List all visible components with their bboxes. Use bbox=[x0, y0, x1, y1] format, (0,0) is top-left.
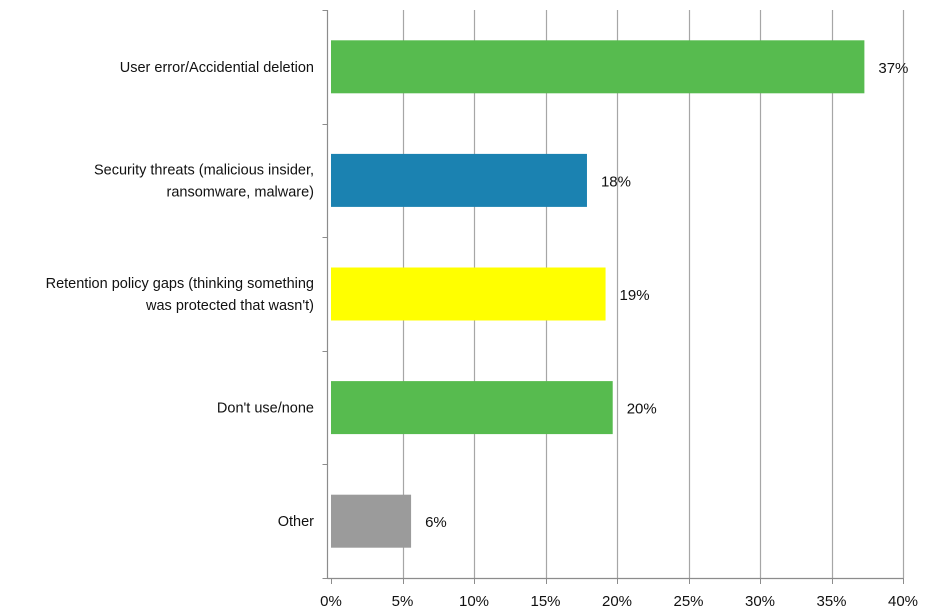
category-label: Don't use/none bbox=[217, 401, 314, 417]
x-tick-label: 40% bbox=[888, 593, 918, 610]
data-label: 6% bbox=[425, 514, 447, 531]
data-label: 20% bbox=[627, 401, 657, 418]
bar-4 bbox=[331, 381, 613, 435]
bar-2 bbox=[331, 153, 587, 207]
x-tick-label: 25% bbox=[673, 593, 703, 610]
category-label: Security threats (malicious insider, rans… bbox=[94, 162, 314, 200]
bars bbox=[331, 40, 865, 548]
x-tick-label: 20% bbox=[602, 593, 632, 610]
labels: 0% 5% 10% 15% 20% 25% 30% 35% 40% 37% User error/A… bbox=[46, 60, 918, 610]
x-tick-label: 5% bbox=[392, 593, 414, 610]
x-tick-label: 30% bbox=[745, 593, 775, 610]
data-label: 19% bbox=[620, 287, 650, 304]
bar-1 bbox=[331, 40, 865, 94]
category-label: User error/Accidential deletion bbox=[120, 60, 314, 76]
data-label: 37% bbox=[878, 60, 908, 77]
x-tick-label: 35% bbox=[816, 593, 846, 610]
x-tick-label: 15% bbox=[530, 593, 560, 610]
category-label: Other bbox=[278, 514, 314, 530]
category-label: Retention policy gaps (thinking somethin… bbox=[46, 276, 314, 314]
bar-5 bbox=[331, 494, 412, 548]
bar-3 bbox=[331, 267, 606, 321]
x-tick-label: 10% bbox=[459, 593, 489, 610]
axes bbox=[322, 10, 904, 584]
x-tick-label: 0% bbox=[320, 593, 342, 610]
data-label: 18% bbox=[601, 173, 631, 190]
